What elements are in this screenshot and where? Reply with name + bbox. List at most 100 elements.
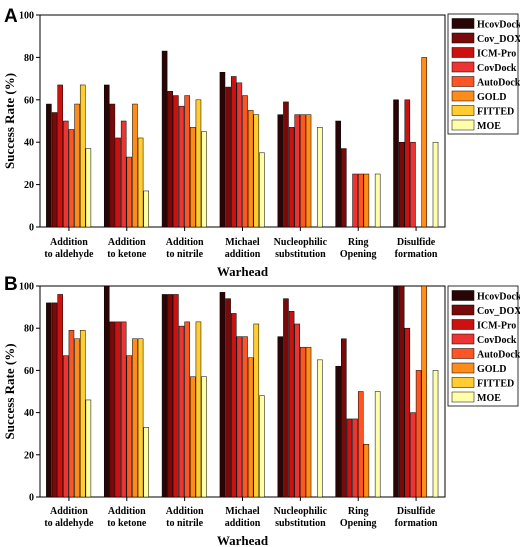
bar-gold (247, 110, 254, 228)
category-label: Addition (108, 506, 146, 517)
legend-swatch (451, 391, 475, 403)
category-label: addition (225, 249, 261, 260)
bar-cov-dox (225, 298, 231, 498)
bar-covdock (178, 325, 185, 498)
bar-fitted (253, 114, 260, 228)
bar-hcovdock (46, 302, 52, 498)
bar-moe (85, 399, 92, 498)
legend-swatch (451, 119, 475, 131)
bar-covdock (410, 412, 416, 498)
category-label: Michael (225, 506, 260, 517)
category-label: to aldehyde (44, 249, 94, 260)
bar-gold (305, 346, 312, 498)
bar-icm-pro (57, 84, 63, 228)
category-label: to aldehyde (44, 518, 94, 529)
category-label: Nucleophilic (274, 506, 328, 517)
bar-cov-dox (283, 298, 289, 498)
legend-label: ICM-Pro (477, 49, 516, 60)
bar-autodock (300, 346, 306, 498)
bar-autodock (68, 129, 75, 228)
bar-moe (143, 190, 149, 228)
bar-fitted (79, 84, 86, 228)
category-label: Disulfide (397, 506, 436, 517)
y-tick-label: 20 (24, 180, 34, 191)
bar-cov-dox (167, 91, 174, 228)
bar-gold (132, 103, 138, 228)
category-label: formation (395, 518, 438, 529)
bar-autodock (300, 114, 306, 228)
bar-gold (363, 173, 370, 228)
bar-covdock (352, 418, 358, 498)
bar-hcovdock (393, 285, 399, 498)
legend-swatch (451, 47, 475, 58)
bar-covdock (410, 141, 416, 228)
category-label: Michael (225, 237, 260, 248)
bar-moe (432, 141, 439, 228)
bar-gold (421, 285, 428, 498)
panel-a: A 0 20 40 60 80 100 Success Rate (%) Warhead Add… (2, 6, 520, 279)
bar-hcovdock (103, 285, 110, 498)
legend-label: GOLD (477, 364, 506, 375)
bar-cov-dox (109, 321, 116, 498)
y-tick-label: 100 (19, 282, 34, 293)
legend-swatch (451, 348, 475, 359)
x-axis-label: Warhead (217, 533, 269, 547)
category-label: Opening (340, 249, 377, 260)
bar-fitted (137, 338, 144, 498)
bar-covdock (178, 105, 185, 228)
y-tick-label: 40 (24, 138, 34, 149)
bar-icm-pro (288, 311, 295, 498)
category-label: to nitrile (166, 518, 203, 529)
bar-hcovdock (161, 294, 168, 498)
bar-moe (374, 173, 381, 228)
bar-moe (259, 152, 265, 228)
category-label: to ketone (107, 249, 147, 260)
category-label: Nucleophilic (274, 237, 328, 248)
category-label: Ring (348, 506, 369, 517)
bar-moe (85, 148, 92, 228)
y-tick-label: 80 (24, 324, 34, 335)
legend-label: ICM-Pro (477, 321, 516, 332)
y-tick-label: 100 (19, 11, 34, 22)
bar-autodock (357, 391, 364, 498)
legend-label: MOE (477, 121, 501, 132)
y-tick-label: 60 (24, 95, 34, 106)
bar-moe (259, 395, 265, 498)
bar-cov-dox (341, 338, 347, 498)
bar-gold (190, 127, 196, 228)
bar-fitted (137, 137, 144, 228)
bar-hcovdock (46, 103, 52, 228)
bar-hcovdock (335, 365, 341, 498)
bar-moe (374, 391, 381, 498)
legend-swatch (451, 18, 475, 29)
bar-moe (201, 376, 207, 498)
panel-letter-a: A (4, 6, 18, 27)
bar-covdock (294, 114, 301, 228)
legend-label: Cov_DOX (477, 306, 520, 317)
category-label: Addition (50, 237, 88, 248)
y-tick-label: 40 (24, 408, 34, 419)
category-label: substitution (275, 249, 326, 260)
y-tick-label: 0 (29, 493, 34, 504)
legend-label: AutoDock (477, 350, 520, 361)
category-label: Disulfide (397, 237, 436, 248)
x-axis-label: Warhead (217, 264, 269, 279)
bar-hcovdock (277, 114, 284, 228)
legend-label: AutoDock (477, 78, 520, 89)
category-label: formation (395, 249, 438, 260)
legend-label: HcovDock (477, 292, 520, 303)
bar-icm-pro (288, 127, 295, 228)
bar-gold (132, 338, 138, 498)
legend-swatch (451, 333, 475, 345)
bar-cov-dox (51, 112, 58, 228)
bar-cov-dox (109, 103, 116, 228)
bar-covdock (63, 355, 69, 498)
category-label: Ring (348, 237, 369, 248)
bar-moe (143, 427, 149, 498)
legend-swatch (451, 76, 475, 87)
legend-swatch (451, 377, 475, 388)
legend-swatch (451, 304, 475, 316)
bar-covdock (236, 82, 243, 228)
bar-autodock (184, 321, 190, 498)
bar-covdock (63, 120, 69, 228)
